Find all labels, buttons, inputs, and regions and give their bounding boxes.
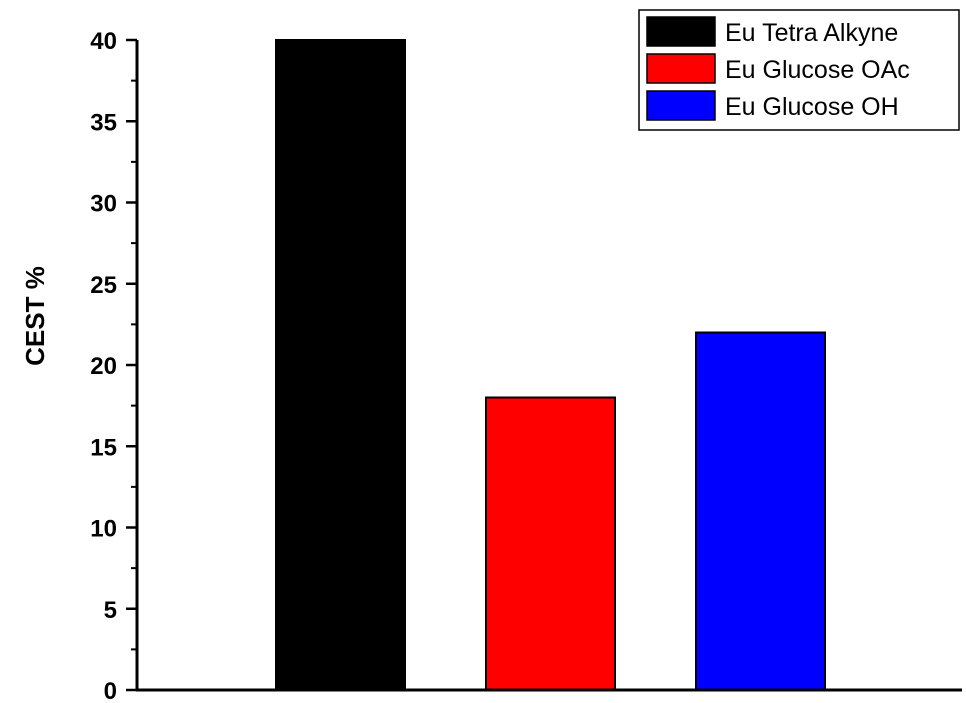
y-tick-label: 15 — [90, 434, 117, 461]
bar — [485, 396, 616, 691]
y-tick-label: 40 — [90, 28, 117, 55]
y-tick-label: 30 — [90, 191, 117, 218]
legend-swatch — [646, 53, 716, 84]
y-tick-label: 0 — [104, 678, 117, 703]
legend-label: Eu Glucose OH — [725, 93, 899, 121]
y-tick-label: 35 — [90, 109, 117, 136]
bars — [275, 39, 826, 691]
y-tick-label: 10 — [90, 516, 117, 543]
legend-swatch — [646, 90, 716, 121]
legend-swatch — [646, 16, 716, 47]
legend-label: Eu Tetra Alkyne — [725, 19, 898, 47]
bar — [275, 39, 406, 691]
y-axis-ticks: 0 5 10 15 20 25 30 35 40 — [90, 28, 137, 703]
y-tick-label: 20 — [90, 353, 117, 380]
y-axis-title: CEST % — [20, 266, 50, 366]
legend-label: Eu Glucose OAc — [725, 56, 910, 84]
legend: Eu Tetra Alkyne Eu Glucose OAc Eu Glucose … — [638, 9, 960, 131]
y-tick-label: 25 — [90, 272, 117, 299]
bar — [695, 331, 826, 691]
y-tick-label: 5 — [104, 597, 117, 624]
